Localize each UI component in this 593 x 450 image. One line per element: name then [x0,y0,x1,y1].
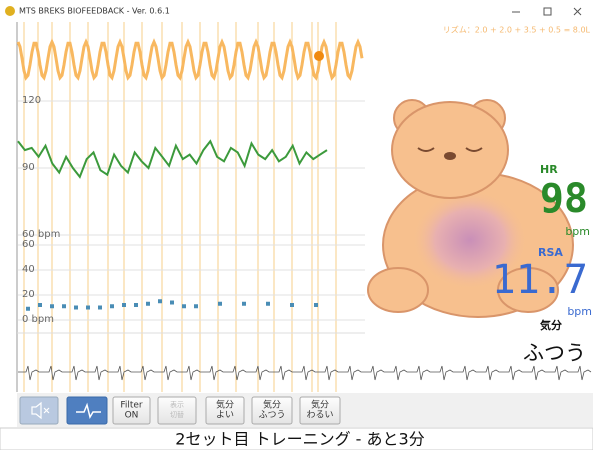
mute-button[interactable] [20,397,58,424]
rsa-dot [290,303,294,307]
rhythm-label: リズム：2.0 + 2.0 + 3.5 + 0.5 = 8.0L [443,25,591,35]
y-tick-label: 90 [22,162,35,173]
hr-unit: bpm [565,225,590,238]
rsa-dot [110,304,114,308]
rsa-dot [74,306,78,310]
hr-label: HR [540,163,558,176]
breathing-cursor [314,51,324,61]
pulse-button[interactable] [67,397,107,424]
page: {"window": {"title": "MTS BREKS BIOFEEDB… [0,0,593,450]
rsa-dot [26,307,30,311]
rsa-dot [62,304,66,308]
button-label: Filter [120,401,143,411]
rsa-dot [194,304,198,308]
button-label: ふつう [258,410,285,421]
rsa-dot [38,303,42,307]
rsa-dot [218,302,222,306]
rsa-value: 11.7 [492,257,588,303]
rsa-dot [158,299,162,303]
app-icon [5,6,15,16]
rsa-dot [314,303,318,307]
rsa-dot [266,302,270,306]
app-window: MTS BREKS BIOFEEDBACK - Ver. 0.6.1 リズム：2… [0,0,593,450]
rsa-dot [146,302,150,306]
y-tick-label: 20 [22,289,35,300]
y-tick-label: 0 bpm [22,314,54,325]
button-label: 気分 [263,399,281,411]
rsa-dot [170,301,174,305]
mood-value: ふつう [523,341,586,365]
button-label: 気分 [311,399,329,411]
status-text: 2セット目 トレーニング - あと3分 [175,430,424,449]
button-label: ON [125,411,139,421]
rsa-unit: bpm [567,305,592,318]
hr-value: 98 [540,176,588,222]
button-label: 表示 [170,400,184,409]
rsa-dot [86,306,90,310]
button-label: わるい [306,410,333,421]
mood-label: 気分 [540,318,562,332]
rsa-dot [98,306,102,310]
y-tick-label: 60 [22,239,35,250]
rsa-dot [134,303,138,307]
button-label: 気分 [216,399,234,411]
y-tick-label: 40 [22,264,35,275]
rsa-dot [50,304,54,308]
rsa-dot [242,302,246,306]
y-tick-label: 120 [22,95,41,106]
button-label: よい [216,410,234,421]
button-label: 切替 [170,410,184,419]
rsa-dot [182,304,186,308]
window-title: MTS BREKS BIOFEEDBACK - Ver. 0.6.1 [19,7,170,16]
rsa-dot [122,303,126,307]
